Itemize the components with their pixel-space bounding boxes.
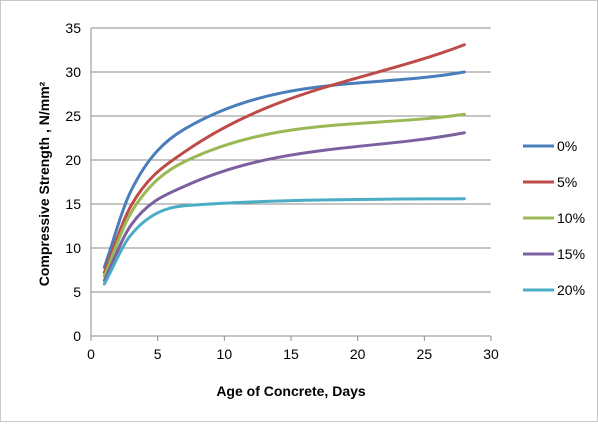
y-tick-label: 30 bbox=[65, 64, 81, 80]
gridlines bbox=[91, 27, 491, 293]
y-tick-label: 10 bbox=[65, 240, 81, 256]
y-tick-labels: 0 5 10 15 20 25 30 35 bbox=[65, 20, 81, 344]
y-tick-label: 20 bbox=[65, 152, 81, 168]
legend-label: 15% bbox=[557, 246, 585, 262]
legend: 0% 5% 10% 15% 20% bbox=[523, 138, 585, 298]
y-tick-label: 0 bbox=[73, 328, 81, 344]
axes bbox=[90, 28, 492, 341]
series-line-20pct bbox=[102, 197, 466, 286]
x-tick-labels: 0 5 10 15 20 25 30 bbox=[87, 346, 499, 362]
series-line-5pct bbox=[102, 43, 466, 275]
y-tick-label: 25 bbox=[65, 108, 81, 124]
x-tick-label: 5 bbox=[154, 346, 162, 362]
x-tick-label: 25 bbox=[417, 346, 433, 362]
series-lines bbox=[102, 43, 466, 286]
series-line-0pct bbox=[102, 70, 466, 269]
series-line-15pct bbox=[102, 131, 466, 283]
legend-label: 0% bbox=[557, 138, 577, 154]
legend-label: 10% bbox=[557, 210, 585, 226]
x-axis-title: Age of Concrete, Days bbox=[216, 383, 366, 399]
y-tick-label: 15 bbox=[65, 196, 81, 212]
y-axis-title: Compressive Strength , N/mm² bbox=[36, 81, 52, 286]
x-tick-label: 30 bbox=[483, 346, 499, 362]
x-tick-label: 0 bbox=[87, 346, 95, 362]
x-tick-label: 10 bbox=[217, 346, 233, 362]
x-tick-label: 15 bbox=[283, 346, 299, 362]
y-tick-label: 35 bbox=[65, 20, 81, 36]
series-line-10pct bbox=[102, 112, 466, 278]
legend-label: 5% bbox=[557, 174, 577, 190]
y-tick-label: 5 bbox=[73, 284, 81, 300]
legend-label: 20% bbox=[557, 282, 585, 298]
x-tick-label: 20 bbox=[350, 346, 366, 362]
